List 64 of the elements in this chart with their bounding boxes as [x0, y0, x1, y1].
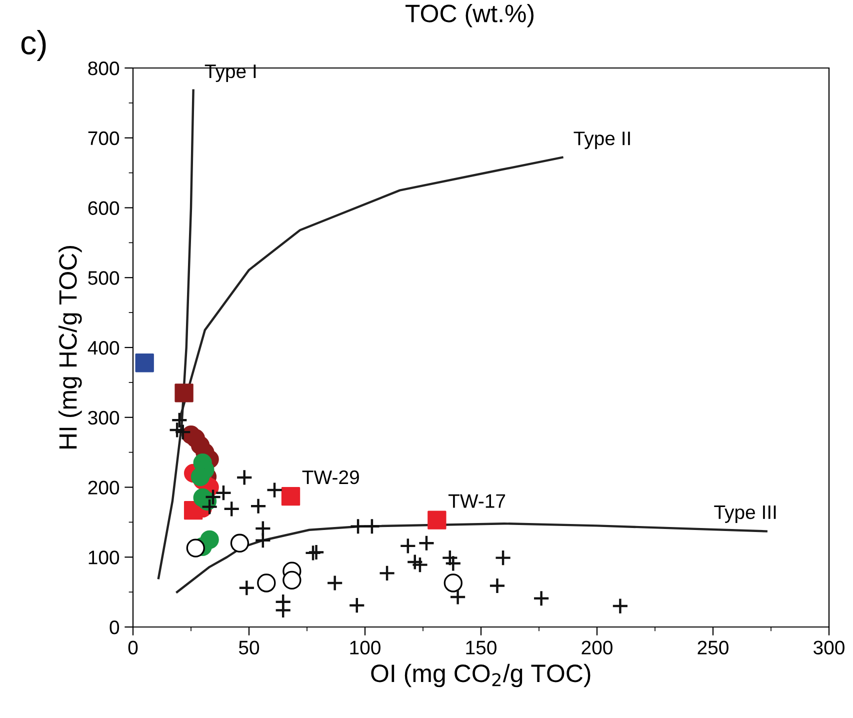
point — [612, 598, 629, 614]
point — [406, 554, 424, 570]
point — [266, 482, 283, 498]
y-tick-label: 700 — [88, 131, 120, 146]
point — [378, 564, 396, 582]
text: c) — [21, 30, 46, 62]
point — [350, 518, 366, 535]
x-tick-label: 200 — [582, 640, 612, 654]
point — [215, 484, 232, 502]
point — [274, 602, 292, 619]
x-tick-label: 300 — [814, 640, 844, 654]
point — [418, 534, 435, 552]
x-tick-label: 50 — [238, 640, 260, 654]
x-tick-label: 250 — [698, 640, 728, 654]
point — [254, 532, 272, 549]
y-tick-label: 100 — [88, 550, 120, 564]
point — [281, 486, 300, 506]
point — [488, 577, 506, 594]
y-tick-label: 200 — [88, 480, 120, 494]
point — [135, 354, 154, 372]
x-tick-label: 150 — [466, 640, 496, 654]
point — [444, 555, 462, 572]
point — [428, 510, 446, 530]
x-tick-label: 0 — [128, 640, 138, 654]
x-tick-label: 100 — [350, 640, 380, 654]
point — [230, 534, 250, 552]
annotation: Type II — [574, 132, 630, 150]
point — [532, 590, 550, 607]
point — [348, 596, 366, 614]
point — [412, 556, 428, 574]
point — [171, 412, 188, 429]
point — [364, 518, 380, 535]
point — [238, 579, 256, 596]
point — [223, 500, 240, 518]
point — [449, 588, 466, 606]
point — [201, 498, 218, 516]
text: TOC (wt.%) — [406, 4, 534, 28]
point — [326, 574, 344, 592]
x-axis-title: OI (mg CO$_{2}$/g TOC) — [371, 664, 590, 688]
y-tick-label: 600 — [88, 201, 120, 215]
point — [168, 422, 186, 438]
point — [400, 538, 416, 554]
y-axis-title: HI (mg HC/g TOC) — [58, 246, 82, 448]
point — [190, 467, 210, 486]
point — [308, 544, 325, 561]
y-tick-label: 800 — [88, 61, 120, 76]
point — [174, 424, 192, 440]
y-tick-label: 0 — [110, 620, 120, 634]
y-tick-label: 500 — [88, 271, 120, 285]
point — [250, 498, 267, 515]
point — [304, 544, 322, 562]
y-tick-label: 300 — [88, 410, 120, 425]
point — [494, 549, 512, 566]
annotation: Type III — [714, 506, 776, 523]
point — [186, 538, 205, 558]
point — [174, 384, 194, 402]
line-series — [176, 522, 768, 594]
point — [236, 469, 253, 486]
point — [282, 570, 302, 590]
y-tick-label: 400 — [88, 340, 120, 355]
annotation: TW-29 — [302, 470, 359, 484]
point — [204, 488, 222, 506]
point — [442, 549, 458, 566]
annotation: TW-17 — [448, 494, 506, 508]
